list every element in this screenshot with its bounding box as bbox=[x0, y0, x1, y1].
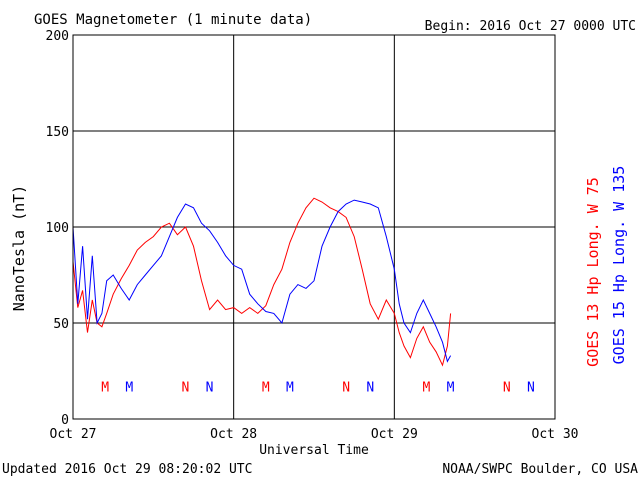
x-tick-label: Oct 28 bbox=[210, 427, 257, 442]
x-tick-label: Oct 29 bbox=[371, 427, 418, 442]
y-tick-label: 0 bbox=[61, 413, 69, 428]
legend-goes13: GOES 13 Hp Long. W 75 bbox=[584, 177, 602, 367]
local-time-marker: M bbox=[423, 380, 431, 395]
grid bbox=[73, 35, 555, 419]
local-time-marker: M bbox=[286, 380, 294, 395]
series-line-goes13 bbox=[72, 197, 452, 367]
x-tick-label: Oct 30 bbox=[532, 427, 579, 442]
series-line-goes15 bbox=[72, 199, 452, 363]
local-time-marker: M bbox=[101, 380, 109, 395]
local-time-marker: M bbox=[125, 380, 133, 395]
legend-goes15: GOES 15 Hp Long. W 135 bbox=[610, 166, 628, 365]
series-lines bbox=[72, 197, 452, 367]
x-axis-label: Universal Time bbox=[259, 443, 369, 458]
y-axis-ticks: 0 50 100 150 200 bbox=[46, 29, 69, 428]
credit: NOAA/SWPC Boulder, CO USA bbox=[442, 462, 638, 477]
y-tick-label: 200 bbox=[46, 29, 69, 44]
y-axis-label: NanoTesla (nT) bbox=[10, 185, 28, 311]
chart-title: GOES Magnetometer (1 minute data) bbox=[34, 12, 312, 28]
local-time-marker: N bbox=[527, 380, 535, 395]
local-time-marker: N bbox=[182, 380, 190, 395]
local-time-marker: N bbox=[342, 380, 350, 395]
local-time-marker: M bbox=[262, 380, 270, 395]
x-tick-label: Oct 27 bbox=[50, 427, 97, 442]
local-time-marker: N bbox=[503, 380, 511, 395]
x-axis-ticks: Oct 27 Oct 28 Oct 29 Oct 30 bbox=[50, 427, 579, 442]
local-time-marker: N bbox=[206, 380, 214, 395]
y-tick-label: 50 bbox=[53, 317, 69, 332]
y-tick-label: 100 bbox=[46, 221, 69, 236]
local-time-marker: M bbox=[447, 380, 455, 395]
begin-time: Begin: 2016 Oct 27 0000 UTC bbox=[425, 19, 636, 34]
y-tick-label: 150 bbox=[46, 125, 69, 140]
updated-time: Updated 2016 Oct 29 08:20:02 UTC bbox=[2, 462, 252, 477]
plot-frame bbox=[72, 34, 556, 420]
local-time-marker: N bbox=[366, 380, 374, 395]
